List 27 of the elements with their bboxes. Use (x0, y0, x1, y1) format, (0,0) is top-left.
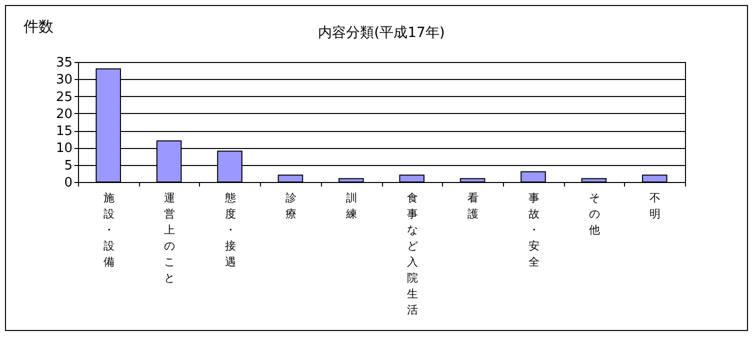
chart-title: 内容分類(平成17年) (317, 24, 446, 42)
x-tick-label: 施設・設備 (103, 192, 114, 268)
x-tick-label: 事故・安全 (528, 192, 540, 268)
x-tick-label: 訓練 (345, 192, 358, 220)
y-tick-label: 35 (56, 56, 72, 70)
x-tick-label: 運営上のこと (164, 192, 176, 284)
x-tick-label: 看護 (468, 192, 479, 220)
bar (581, 178, 607, 182)
bar (520, 171, 546, 182)
y-tick-label: 25 (56, 90, 72, 105)
x-tick-label: 診療 (285, 192, 296, 220)
y-tick-label: 20 (56, 106, 72, 122)
x-tick-label: 態度・接遇 (224, 192, 236, 268)
y-tick-label: 5 (64, 158, 72, 174)
bar (460, 178, 486, 182)
x-tick-label: その他 (588, 192, 600, 236)
y-tick-label: 10 (56, 141, 72, 156)
y-tick-label: 30 (56, 72, 72, 88)
bar (278, 174, 304, 182)
x-tick-label: 食事など入院生活 (406, 192, 418, 316)
y-axis-title: 件数 (24, 18, 54, 36)
bar (399, 174, 424, 182)
y-tick-label: 15 (56, 124, 72, 140)
bar (642, 174, 668, 182)
bar (338, 178, 364, 182)
x-tick-label: 不明 (650, 192, 661, 220)
y-tick-label: 0 (64, 176, 72, 190)
